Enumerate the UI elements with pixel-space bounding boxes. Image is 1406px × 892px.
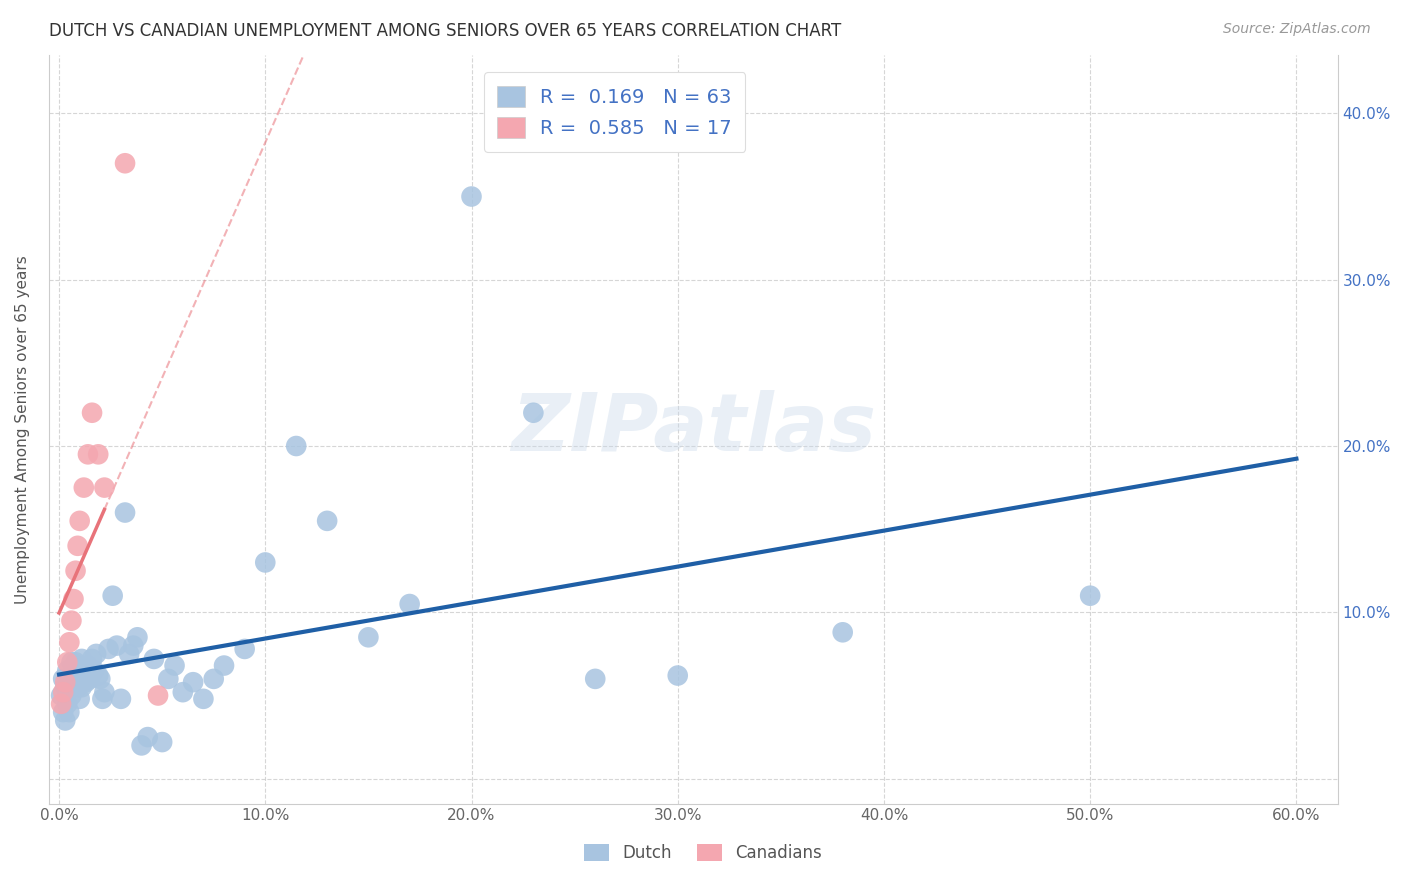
Point [79,672,101,686]
Point [202,672,225,686]
Point [142,652,165,666]
Point [114,506,136,520]
Point [127,630,149,644]
Point [56,664,79,678]
Point [136,730,159,744]
Point [84,647,107,661]
Point [60,614,83,628]
Point [193,691,215,706]
Point [56,697,79,711]
Point [97,642,120,657]
Point [66,680,89,694]
Point [357,630,380,644]
Point [150,735,173,749]
Legend: Dutch, Canadians: Dutch, Canadians [575,836,831,871]
Point [65,672,87,686]
Point [131,739,153,753]
Y-axis label: Unemployment Among Seniors over 65 years: Unemployment Among Seniors over 65 years [15,255,30,604]
Point [316,514,339,528]
Point [77,658,100,673]
Point [831,625,853,640]
Point [460,189,482,203]
Point [62,680,84,694]
Point [73,481,96,495]
Point [73,668,96,682]
Text: Source: ZipAtlas.com: Source: ZipAtlas.com [1223,22,1371,37]
Point [70,652,93,666]
Point [66,539,89,553]
Point [233,642,256,657]
Point [69,691,91,706]
Point [70,680,93,694]
Point [69,668,91,682]
Point [114,156,136,170]
Point [87,668,110,682]
Point [666,668,689,682]
Point [77,447,100,461]
Point [212,658,235,673]
Point [62,592,84,607]
Point [52,685,75,699]
Point [89,672,111,686]
Point [122,639,145,653]
Point [66,658,89,673]
Point [91,691,114,706]
Point [285,439,308,453]
Point [101,589,124,603]
Point [53,714,76,728]
Point [146,689,169,703]
Point [58,705,80,719]
Point [60,655,83,669]
Point [62,664,84,678]
Point [65,564,87,578]
Point [75,675,97,690]
Point [60,689,83,703]
Legend: R =  0.169   N = 63, R =  0.585   N = 17: R = 0.169 N = 63, R = 0.585 N = 17 [484,72,745,152]
Point [83,664,105,678]
Point [105,639,128,653]
Point [52,705,75,719]
Text: DUTCH VS CANADIAN UNEMPLOYMENT AMONG SENIORS OVER 65 YEARS CORRELATION CHART: DUTCH VS CANADIAN UNEMPLOYMENT AMONG SEN… [49,22,841,40]
Point [522,406,544,420]
Point [56,655,79,669]
Point [58,672,80,686]
Point [69,514,91,528]
Point [80,406,103,420]
Point [53,675,76,690]
Point [65,655,87,669]
Point [118,647,141,661]
Point [1078,589,1101,603]
Point [254,556,277,570]
Point [53,680,76,694]
Point [49,689,72,703]
Point [93,481,115,495]
Point [172,685,194,699]
Point [93,685,115,699]
Point [87,447,110,461]
Point [52,672,75,686]
Point [49,697,72,711]
Point [398,597,420,611]
Text: ZIPatlas: ZIPatlas [510,391,876,468]
Point [58,635,80,649]
Point [181,675,204,690]
Point [163,658,186,673]
Point [80,652,103,666]
Point [157,672,180,686]
Point [583,672,606,686]
Point [110,691,132,706]
